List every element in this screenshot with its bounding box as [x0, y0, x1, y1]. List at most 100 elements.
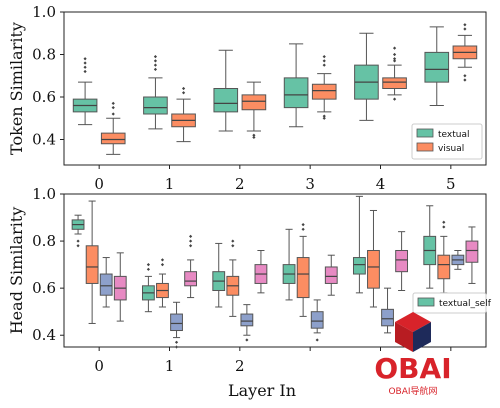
- watermark-logo-icon: [395, 312, 431, 352]
- box-body: [283, 77, 309, 109]
- x-tick-label: 2: [235, 357, 245, 375]
- flier-point: [181, 91, 186, 95]
- box-body: [381, 308, 394, 327]
- plot-frame: [63, 11, 487, 166]
- box-textual_cross-3: [296, 223, 310, 317]
- flier-point: [463, 78, 467, 82]
- box-visual-2: [241, 81, 267, 139]
- flier-point: [315, 338, 319, 342]
- box-series-2-5: [451, 249, 465, 270]
- flier-point: [322, 114, 326, 118]
- legend-swatch: [417, 297, 435, 307]
- box-series-3-0: [113, 252, 127, 322]
- legend-label: visual: [438, 144, 464, 154]
- watermark-brand: OBAI: [374, 352, 451, 385]
- flier-point: [301, 223, 305, 227]
- watermark: OBAI OBAI导航网: [374, 312, 452, 397]
- flier-point: [76, 244, 80, 248]
- box-body: [184, 271, 198, 287]
- box-visual-4: [382, 46, 407, 101]
- legend: textual visual: [411, 123, 483, 160]
- y-tick-label: 0.4: [32, 326, 56, 344]
- flier-point: [83, 57, 87, 61]
- box-textual_self-1: [141, 263, 155, 313]
- flier-point: [245, 338, 249, 342]
- y-axis-label: Head Similarity: [7, 207, 26, 335]
- y-tick-label: 0.8: [32, 46, 56, 64]
- panel-head-similarity: 0.4 0.6 0.8 1.0 Head Similarity 0 1 2 Layer In te…: [7, 185, 492, 400]
- box-textual_cross-5: [437, 220, 451, 294]
- box-series-3-1: [184, 234, 198, 299]
- box-series-2-3: [310, 299, 324, 342]
- box-visual-0: [100, 101, 126, 155]
- flier-point: [442, 225, 446, 229]
- box-textual_cross-2: [226, 239, 240, 317]
- box-series-2-1: [170, 301, 183, 349]
- legend-label: textual_self: [439, 299, 492, 309]
- flier-point: [174, 340, 179, 344]
- flier-point: [181, 86, 186, 91]
- y-tick-label: 0.8: [32, 232, 56, 250]
- box-visual-5: [452, 23, 478, 82]
- plot-frame: [63, 193, 487, 348]
- y-tick-label: 0.6: [32, 88, 56, 106]
- box-series-2-4: [381, 287, 394, 334]
- box-textual-2: [213, 49, 239, 132]
- box-series-3-3: [324, 254, 338, 296]
- flier-point: [392, 97, 397, 101]
- box-textual_self-5: [423, 205, 437, 289]
- box-body: [424, 51, 450, 83]
- flier-point: [463, 27, 467, 31]
- box-textual_cross-4: [367, 209, 380, 308]
- box-series-3-5: [465, 226, 479, 284]
- box-textual-3: [283, 43, 309, 128]
- y-tick-label: 0.6: [32, 279, 56, 297]
- y-axis-label: Token Similarity: [7, 22, 26, 155]
- flier-point: [111, 101, 115, 105]
- flier-point: [392, 46, 397, 50]
- x-tick-label: 2: [235, 175, 245, 193]
- x-tick-label: 0: [94, 357, 104, 375]
- legend-label: textual: [438, 130, 469, 140]
- box-visual-3: [311, 55, 337, 120]
- box-textual_self-2: [212, 242, 226, 308]
- box-body: [213, 88, 239, 113]
- y-tick-label: 1.0: [32, 3, 56, 21]
- flier-point: [146, 263, 151, 267]
- flier-point: [322, 116, 326, 120]
- x-tick-label: 1: [165, 175, 175, 193]
- flier-point: [111, 106, 115, 110]
- flier-point: [322, 55, 326, 59]
- panel-token-similarity: 0.4 0.6 0.8 1.0 Token Similarity 0 1 2 3 4 5 textua…: [7, 3, 487, 193]
- box-body: [170, 313, 183, 332]
- x-axis-label: Layer In: [228, 381, 296, 400]
- flier-point: [111, 112, 115, 116]
- flier-point: [153, 63, 158, 67]
- flier-point: [392, 52, 397, 57]
- box-textual_cross-1: [156, 258, 169, 308]
- flier-point: [231, 244, 235, 248]
- flier-point: [231, 239, 235, 243]
- box-textual-5: [424, 26, 450, 106]
- box-body: [324, 266, 338, 284]
- flier-point: [252, 135, 256, 139]
- flier-point: [322, 59, 326, 63]
- flier-point: [160, 263, 165, 267]
- y-tick-label: 0.4: [32, 131, 56, 149]
- legend-swatch: [416, 142, 434, 152]
- flier-point: [83, 69, 87, 74]
- flier-point: [146, 267, 151, 271]
- flier-point: [189, 239, 193, 243]
- flier-point: [189, 244, 193, 248]
- flier-point: [174, 345, 179, 349]
- box-body: [311, 83, 337, 100]
- box-series-3-2: [254, 249, 268, 294]
- flier-point: [252, 133, 256, 137]
- y-tick-label: 1.0: [32, 185, 56, 203]
- x-tick-label: 5: [446, 175, 456, 193]
- box-body: [240, 313, 254, 327]
- box-series-2-0: [99, 257, 113, 308]
- box-body: [143, 96, 168, 115]
